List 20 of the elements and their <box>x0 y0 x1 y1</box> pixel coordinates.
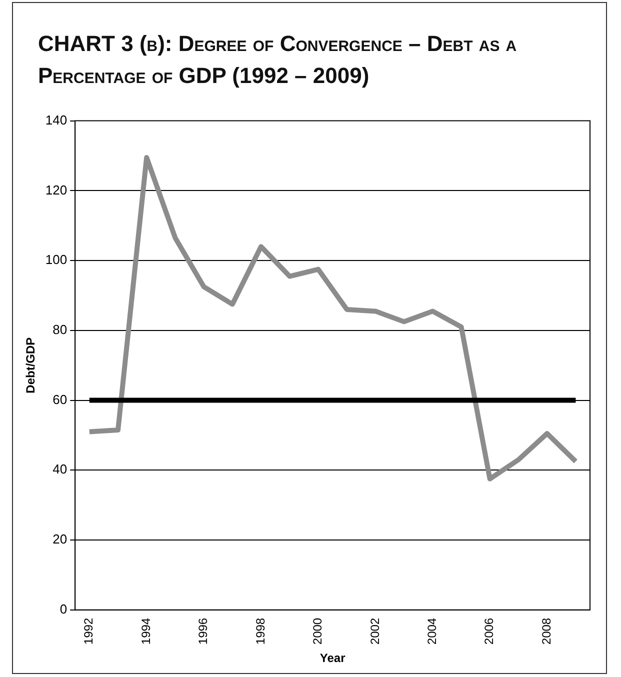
x-tick-label: 2006 <box>482 618 496 645</box>
y-tick-label: 40 <box>52 462 68 477</box>
x-tick-label: 1998 <box>253 618 268 645</box>
y-tick-label: 120 <box>45 182 68 198</box>
x-tick-label: 2004 <box>424 618 439 645</box>
x-tick-label: 2008 <box>539 618 554 645</box>
x-tick-label: 1996 <box>196 618 210 645</box>
y-axis-title: Debt/GDP <box>24 337 38 394</box>
y-tick-label: 80 <box>52 322 68 337</box>
x-tick-label: 1994 <box>138 618 153 645</box>
chart-title: CHART 3 (b): Degree of Convergence – Debt as a Percentage of GDP (1992 – 2009) <box>38 30 518 90</box>
y-tick-label: 0 <box>60 601 68 616</box>
y-tick-label: 100 <box>45 252 68 268</box>
y-tick-label: 140 <box>45 112 68 128</box>
x-tick-label: 2000 <box>310 618 325 645</box>
x-tick-label: 2002 <box>368 618 382 645</box>
x-tick-label: 1992 <box>82 618 96 645</box>
y-tick-label: 60 <box>52 392 68 407</box>
x-axis-title: Year <box>320 651 346 666</box>
y-tick-label: 20 <box>52 532 68 547</box>
